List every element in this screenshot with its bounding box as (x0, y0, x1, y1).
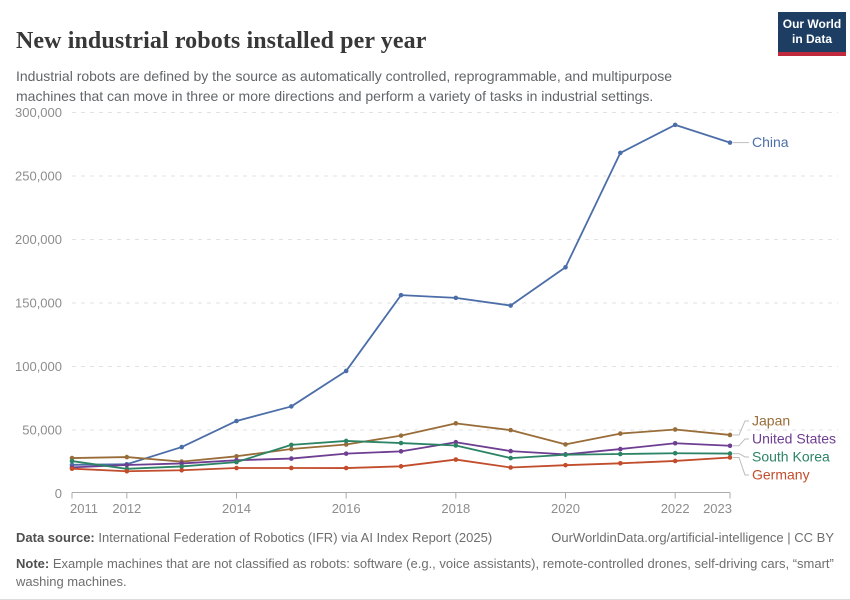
data-point-united-states[interactable] (398, 449, 404, 454)
data-point-japan[interactable] (398, 433, 404, 438)
y-tick-label: 0 (55, 486, 62, 501)
data-point-japan[interactable] (124, 454, 130, 460)
owid-logo-line1: Our World (782, 17, 842, 32)
data-point-south-korea[interactable] (453, 443, 459, 448)
data-point-germany[interactable] (289, 465, 294, 471)
owid-link[interactable]: OurWorldinData.org/artificial-intelligen… (551, 530, 834, 545)
data-point-united-states[interactable] (453, 439, 459, 445)
legend-label-south-korea[interactable]: South Korea (752, 448, 830, 464)
x-tick-label: 2023 (703, 501, 732, 516)
data-point-united-states[interactable] (727, 443, 733, 449)
legend-connector-germany (733, 456, 749, 476)
data-point-south-korea[interactable] (508, 455, 513, 461)
data-source-text: International Federation of Robotics (IF… (94, 530, 493, 545)
data-point-germany[interactable] (618, 461, 623, 466)
data-point-china[interactable] (618, 150, 623, 156)
chart-note: Note: Example machines that are not clas… (16, 555, 834, 591)
data-point-china[interactable] (343, 368, 349, 374)
y-tick-label: 50,000 (22, 423, 62, 438)
data-point-germany[interactable] (124, 468, 130, 474)
legend-label-japan[interactable]: Japan (752, 412, 790, 428)
note-label: Note: (16, 556, 50, 572)
x-tick-label: 2022 (661, 501, 690, 516)
y-tick-label: 250,000 (15, 169, 62, 184)
data-point-south-korea[interactable] (179, 464, 184, 469)
data-point-germany[interactable] (398, 464, 404, 469)
legend-connector-united-states (733, 438, 749, 447)
chart-subtitle: Industrial robots are defined by the sou… (16, 68, 673, 105)
x-tick-label: 2012 (112, 501, 141, 516)
data-point-south-korea[interactable] (563, 452, 568, 458)
data-point-south-korea[interactable] (727, 451, 733, 456)
data-point-germany[interactable] (672, 458, 678, 464)
data-point-germany[interactable] (343, 465, 349, 471)
data-point-south-korea[interactable] (234, 459, 239, 465)
data-point-china[interactable] (508, 303, 513, 308)
data-point-united-states[interactable] (672, 440, 678, 446)
data-point-japan[interactable] (618, 431, 623, 436)
x-tick-label: 2016 (332, 501, 361, 516)
owid-logo-line2: in Data (791, 32, 832, 46)
data-point-south-korea[interactable] (69, 458, 75, 464)
data-point-japan[interactable] (727, 432, 733, 438)
owid-logo[interactable]: Our World in Data (778, 12, 846, 56)
data-point-south-korea[interactable] (289, 442, 294, 448)
data-point-united-states[interactable] (618, 446, 623, 452)
data-point-germany[interactable] (563, 462, 568, 468)
data-point-japan[interactable] (234, 453, 239, 459)
data-point-china[interactable] (289, 404, 294, 409)
data-point-south-korea[interactable] (343, 438, 349, 444)
data-point-japan[interactable] (289, 446, 294, 452)
x-tick-label: 2020 (551, 501, 580, 516)
y-tick-label: 100,000 (15, 359, 62, 374)
data-source: Data source: International Federation of… (16, 529, 492, 547)
data-point-germany[interactable] (234, 465, 239, 471)
data-point-china[interactable] (398, 292, 404, 298)
x-tick-label: 2014 (222, 501, 251, 516)
data-point-germany[interactable] (453, 457, 459, 462)
data-point-united-states[interactable] (124, 462, 130, 468)
legend-connector-south-korea (733, 453, 749, 458)
data-point-united-states[interactable] (508, 448, 513, 454)
data-point-germany[interactable] (727, 455, 733, 460)
data-point-china[interactable] (727, 140, 733, 145)
legend-label-germany[interactable]: Germany (752, 466, 810, 482)
legend-label-china[interactable]: China (752, 134, 789, 150)
y-tick-label: 300,000 (15, 105, 62, 120)
legend-connector-japan (733, 420, 749, 436)
note-text: Example machines that are not classified… (16, 556, 834, 590)
data-point-japan[interactable] (508, 427, 513, 433)
data-point-united-states[interactable] (289, 456, 294, 461)
y-tick-label: 150,000 (15, 296, 62, 311)
x-tick-label: 2011 (70, 501, 98, 516)
data-source-label: Data source: (16, 530, 95, 545)
y-tick-label: 200,000 (15, 232, 62, 247)
data-point-united-states[interactable] (343, 451, 349, 456)
data-point-japan[interactable] (343, 442, 349, 447)
data-point-china[interactable] (234, 418, 239, 424)
data-point-china[interactable] (672, 122, 678, 128)
data-point-china[interactable] (563, 264, 568, 270)
data-point-germany[interactable] (179, 467, 184, 473)
data-point-japan[interactable] (563, 442, 568, 447)
owid-logo-accent-bar (778, 52, 846, 56)
data-point-germany[interactable] (508, 465, 513, 470)
data-point-japan[interactable] (672, 427, 678, 432)
data-point-china[interactable] (179, 444, 184, 450)
legend-label-united-states[interactable]: United States (752, 430, 836, 446)
data-point-china[interactable] (453, 295, 459, 301)
data-point-south-korea[interactable] (398, 440, 404, 446)
data-point-south-korea[interactable] (618, 451, 623, 457)
x-tick-label: 2018 (441, 501, 470, 516)
data-point-germany[interactable] (69, 466, 75, 471)
data-point-south-korea[interactable] (672, 450, 678, 456)
page-title: New industrial robots installed per year (16, 28, 427, 55)
data-point-japan[interactable] (453, 421, 459, 426)
chart-footer: Data source: International Federation of… (16, 529, 834, 592)
